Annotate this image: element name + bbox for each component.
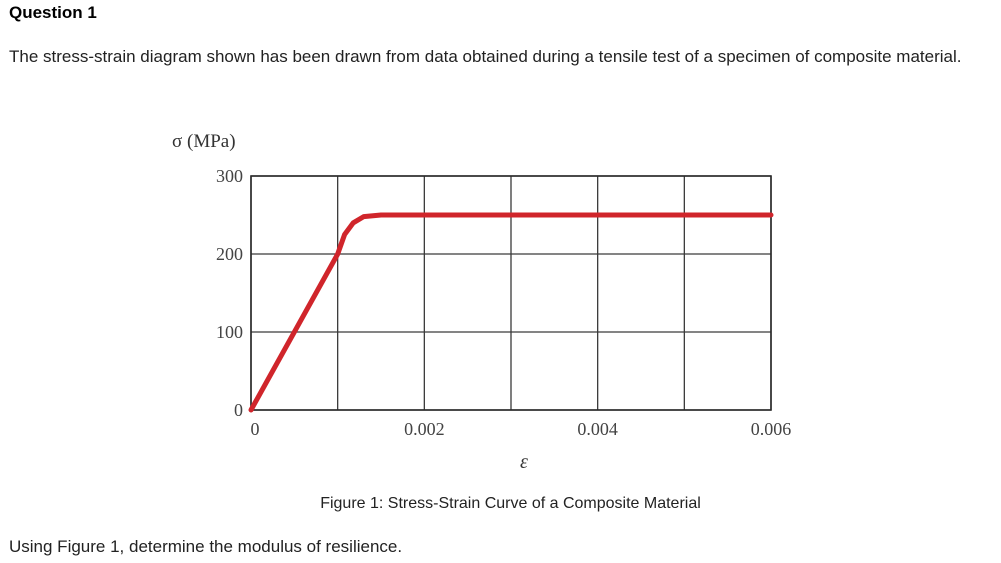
question-text: The stress-strain diagram shown has been… (9, 47, 962, 66)
question-title: Question 1 (9, 3, 97, 22)
stress-strain-curve (248, 212, 774, 413)
y-tick-label: 200 (216, 244, 243, 264)
x-tick-label: 0.002 (404, 419, 445, 439)
x-tick-label: 0.006 (751, 419, 792, 439)
y-tick-label: 0 (234, 400, 243, 420)
x-tick-label: 0 (251, 419, 260, 439)
x-tick-label: 0.004 (577, 419, 618, 439)
y-axis-label: σ (MPa) (172, 131, 236, 152)
grid-lines (250, 175, 772, 411)
figure-caption: Figure 1: Stress-Strain Curve of a Compo… (320, 495, 701, 512)
y-tick-label: 300 (216, 166, 243, 186)
question-prompt: Using Figure 1, determine the modulus of… (9, 537, 403, 556)
x-axis-label: ε (520, 451, 528, 473)
y-tick-label: 100 (216, 322, 243, 342)
plot-frame (250, 175, 772, 411)
